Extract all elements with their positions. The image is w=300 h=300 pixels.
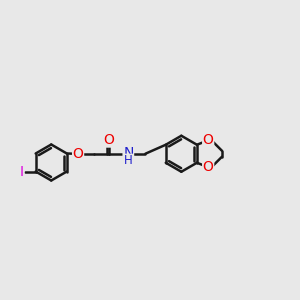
Text: O: O <box>203 133 214 147</box>
Text: H: H <box>124 154 133 167</box>
Text: O: O <box>203 160 214 174</box>
Text: O: O <box>73 147 83 161</box>
Text: I: I <box>20 165 24 179</box>
Text: O: O <box>104 133 115 147</box>
Text: N: N <box>123 146 134 160</box>
